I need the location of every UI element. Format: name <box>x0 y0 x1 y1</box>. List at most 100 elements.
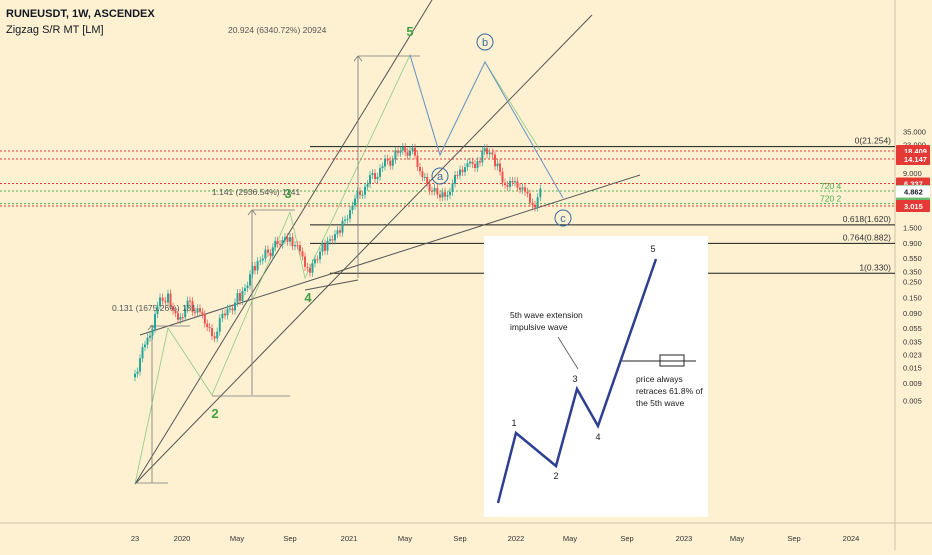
candle-body <box>374 173 376 179</box>
candle-body <box>509 181 511 187</box>
candle-body <box>524 187 526 192</box>
time-axis[interactable]: 23 2020 May Sep 2021 May Sep 2022 May Sep 2023 May S… <box>131 534 860 543</box>
y-tick-label: 0.035 <box>903 338 922 347</box>
candle-body <box>306 266 309 268</box>
candle-body <box>391 159 394 166</box>
candle-body <box>366 184 369 187</box>
candle-body <box>241 291 244 301</box>
candle-body <box>359 191 361 195</box>
candle-body <box>511 181 514 183</box>
measure-label: 0.131 (1675.26%) 131 <box>112 303 196 313</box>
candle-body <box>246 285 249 289</box>
candle-body <box>218 318 221 332</box>
candle-body <box>169 293 172 307</box>
inset-extension-text: 5th wave extension <box>510 310 583 320</box>
wave-label: c <box>560 213 566 225</box>
candle-body <box>184 308 187 318</box>
candle-body <box>251 266 254 275</box>
measure-arrow <box>353 55 359 62</box>
inset-retrace-text: price always <box>636 374 683 384</box>
candle-body <box>459 169 461 176</box>
inset-wave-number: 5 <box>650 244 655 254</box>
candle-body <box>486 148 488 155</box>
candle-body <box>496 163 499 167</box>
candle-body <box>264 249 267 259</box>
candle-body <box>399 150 402 153</box>
candle-body <box>203 314 206 324</box>
price-badge <box>896 153 930 166</box>
candle-body <box>189 300 191 302</box>
candle-body <box>521 187 524 190</box>
price-axis[interactable]: 35.00023.0009.0003.0501.5000.9000.5500.3… <box>896 128 930 406</box>
candle-body <box>194 311 196 313</box>
candle-body <box>483 148 486 151</box>
y-tick-label: 1.500 <box>903 223 922 232</box>
inset-pointer-line <box>557 336 579 370</box>
symbol-title[interactable]: RUNEUSDT, 1W, ASCENDEX <box>6 8 155 20</box>
candle-body <box>249 274 251 286</box>
price-badge <box>896 185 930 198</box>
candle-body <box>296 245 299 247</box>
candle-body <box>419 166 421 172</box>
candle-body <box>136 371 139 374</box>
candle-body <box>341 220 344 233</box>
candle-body <box>389 160 392 166</box>
y-tick-label: 0.090 <box>903 309 922 318</box>
candle-body <box>321 243 324 252</box>
inset-diagram: 1 2 3 4 5 5th wave extension impulsive wave pri… <box>484 236 708 517</box>
candle-body <box>164 300 167 303</box>
trend-line <box>139 174 641 336</box>
candle-body <box>481 150 484 163</box>
candle-body <box>279 243 281 245</box>
x-tick-label: Sep <box>620 534 633 543</box>
candle-body <box>466 163 469 168</box>
candle-body <box>231 308 234 311</box>
candle-body <box>539 188 542 198</box>
candle-body <box>361 194 364 196</box>
candle-body <box>514 181 516 183</box>
candle-body <box>281 240 284 245</box>
x-tick-label: Sep <box>787 534 800 543</box>
price-badge-label: 6.337 <box>904 179 923 188</box>
candle-body <box>441 192 444 198</box>
candle-body <box>159 297 161 306</box>
candle-body <box>254 266 256 271</box>
wave-label-circle <box>554 209 572 227</box>
candle-body <box>329 239 331 241</box>
candle-body <box>191 301 194 312</box>
wave-label: a <box>437 171 444 183</box>
wave-label-circle <box>476 33 494 51</box>
x-tick-label: 2023 <box>676 534 693 543</box>
candle-body <box>226 308 229 316</box>
candle-body <box>151 329 154 336</box>
candle-body <box>154 313 156 330</box>
candle-body <box>294 245 296 247</box>
candle-body <box>304 256 306 267</box>
candle-body <box>208 327 211 329</box>
candle-body <box>316 259 319 261</box>
candle-body <box>401 147 404 151</box>
candle-body <box>356 191 359 199</box>
y-tick-label: 9.000 <box>903 169 922 178</box>
candle-body <box>311 263 314 273</box>
candle-body <box>354 198 356 206</box>
y-tick-label: 0.055 <box>903 324 922 333</box>
zigzag-level-label: 720 2 <box>820 194 842 204</box>
indicator-title[interactable]: Zigzag S/R MT [LM] <box>6 24 104 36</box>
candle-body <box>172 306 174 311</box>
y-tick-label: 0.005 <box>903 397 922 406</box>
candle-body <box>299 245 301 252</box>
candle-body <box>201 311 204 315</box>
candle-body <box>256 261 259 271</box>
y-tick-label: 0.550 <box>903 254 922 263</box>
candle-body <box>334 234 336 241</box>
candle-body <box>474 163 476 168</box>
inset-retrace-box <box>659 354 685 367</box>
y-tick-label: 0.350 <box>903 268 922 277</box>
inset-panel <box>484 236 708 517</box>
candle-body <box>379 168 381 177</box>
y-tick-label: 0.900 <box>903 239 922 248</box>
candle-body <box>504 182 506 186</box>
